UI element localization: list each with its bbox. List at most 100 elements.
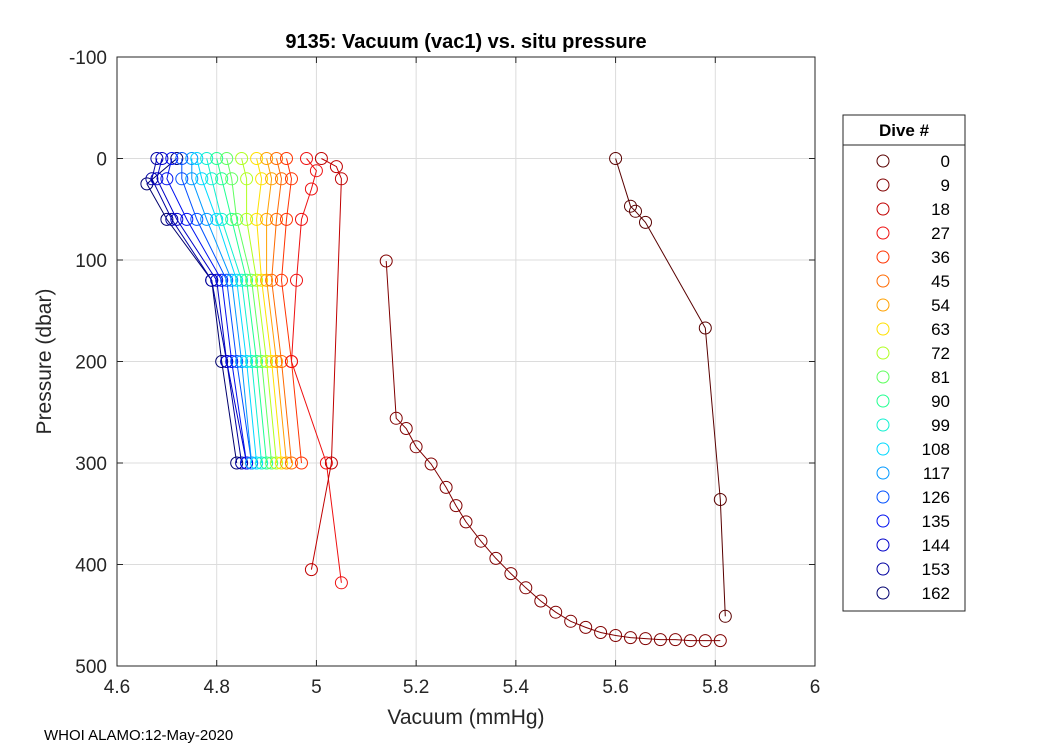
data-point	[718, 609, 732, 623]
series-line	[166, 158, 248, 464]
x-tick-label: 5	[311, 677, 322, 698]
series-line	[241, 158, 277, 464]
legend-label: 63	[931, 320, 950, 339]
data-point	[409, 440, 423, 454]
data-point	[439, 480, 453, 494]
legend-entry: 144	[876, 536, 950, 555]
data-point	[160, 172, 174, 186]
legend-entry: 18	[876, 200, 950, 219]
series-line	[151, 158, 243, 464]
series-dive-72	[235, 152, 283, 470]
data-point	[304, 563, 318, 577]
series-dive-108	[190, 152, 264, 470]
data-point	[260, 152, 274, 165]
data-point	[713, 634, 727, 648]
data-point	[155, 152, 169, 165]
legend-marker	[876, 178, 890, 192]
series-line	[266, 158, 287, 464]
data-point	[594, 626, 608, 639]
data-point	[235, 355, 249, 368]
data-point	[295, 212, 308, 226]
data-point	[379, 254, 393, 268]
data-point	[280, 212, 293, 226]
legend-label: 0	[941, 152, 950, 171]
legend-marker	[876, 514, 890, 528]
data-point	[564, 614, 578, 628]
legend-marker	[876, 394, 890, 408]
legend-entry: 63	[876, 320, 950, 339]
x-tick-label: 4.8	[204, 677, 230, 698]
data-point	[175, 152, 189, 165]
legend-entry: 81	[876, 368, 950, 387]
data-point	[504, 567, 518, 581]
series-line	[216, 158, 268, 464]
legend-entry: 99	[876, 416, 950, 435]
data-point	[235, 152, 249, 165]
data-point	[300, 152, 313, 165]
data-point	[250, 456, 264, 470]
data-point	[285, 456, 298, 470]
data-point	[255, 355, 269, 368]
data-point	[260, 456, 274, 470]
data-point	[275, 456, 288, 470]
y-tick-label: 0	[96, 150, 107, 171]
data-point	[265, 355, 279, 368]
data-point	[200, 152, 214, 165]
data-point	[624, 199, 637, 213]
legend-label: 153	[922, 560, 950, 579]
series-dive-99	[200, 152, 269, 470]
data-point	[265, 456, 279, 470]
series-line	[206, 158, 263, 464]
legend-label: 117	[923, 464, 950, 483]
series-layer	[140, 152, 732, 648]
y-tick-label: 400	[75, 556, 107, 577]
data-point	[668, 633, 682, 647]
data-point	[145, 172, 159, 186]
series-line	[191, 158, 253, 464]
legend-label: 108	[922, 440, 950, 459]
data-point	[240, 172, 254, 186]
legend-marker	[876, 274, 890, 288]
data-point	[275, 172, 288, 186]
series-line	[290, 158, 342, 583]
data-point	[220, 355, 234, 368]
data-point	[698, 321, 712, 335]
data-point	[314, 152, 328, 165]
data-point	[215, 172, 229, 186]
data-point	[210, 212, 224, 226]
data-point	[215, 212, 229, 226]
legend-entry: 108	[876, 440, 950, 459]
data-point	[230, 212, 244, 226]
data-point	[150, 152, 164, 165]
series-line	[226, 158, 273, 464]
data-point	[230, 456, 244, 470]
data-point	[200, 212, 214, 226]
data-point	[579, 620, 593, 634]
data-point	[220, 273, 234, 287]
data-point	[534, 594, 548, 608]
data-point	[639, 215, 652, 229]
legend-label: 126	[922, 488, 950, 507]
data-point	[280, 152, 293, 165]
legend-label: 144	[922, 536, 950, 555]
data-point	[653, 633, 667, 647]
data-point	[624, 631, 637, 645]
data-point	[260, 212, 274, 226]
data-point	[334, 576, 348, 590]
series-dive-0	[609, 152, 732, 623]
series-line	[156, 158, 248, 464]
data-point	[250, 355, 264, 368]
data-point	[210, 152, 224, 165]
data-point	[245, 355, 259, 368]
series-dive-27	[285, 152, 348, 590]
legend-label: 90	[931, 392, 950, 411]
data-point	[250, 273, 264, 287]
legend-marker	[876, 154, 890, 168]
data-point	[185, 152, 199, 165]
y-tick-label: 300	[75, 454, 107, 475]
data-point	[270, 355, 283, 368]
series-dive-45	[265, 152, 298, 470]
series-line	[256, 158, 282, 464]
legend-marker	[876, 586, 890, 600]
legend-entry: 27	[876, 224, 950, 243]
